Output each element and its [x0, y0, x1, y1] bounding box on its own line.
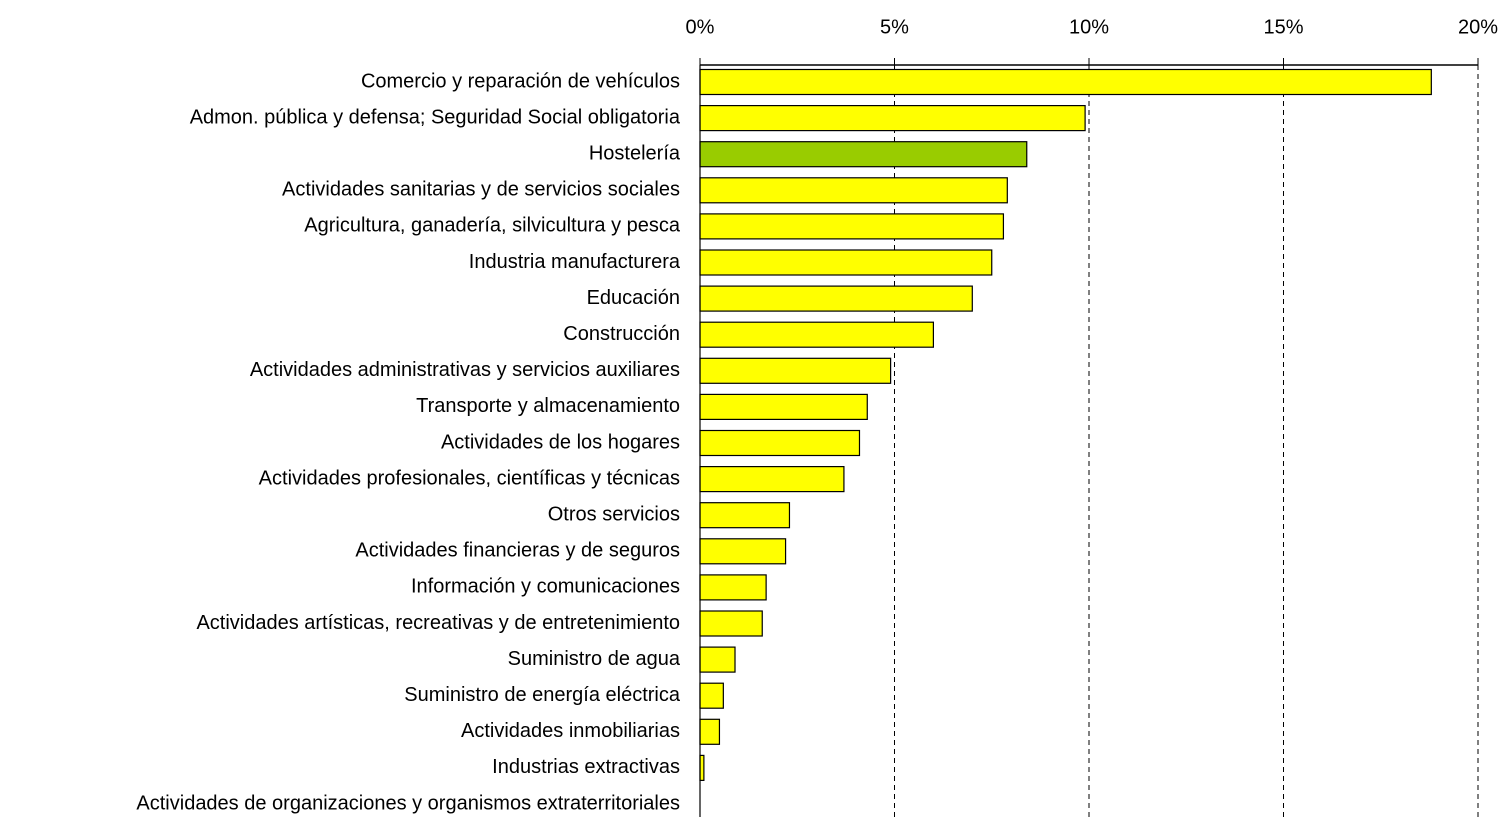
- y-tick-label: Actividades profesionales, científicas y…: [259, 467, 680, 489]
- y-tick-label: Construcción: [563, 323, 680, 345]
- y-tick-label: Actividades artísticas, recreativas y de…: [196, 612, 680, 634]
- y-tick-label: Actividades de organizaciones y organism…: [136, 792, 680, 814]
- bar: [699, 249, 993, 276]
- bar: [699, 393, 868, 420]
- x-tick-label: 0%: [686, 16, 715, 38]
- bar: [699, 502, 791, 529]
- y-tick-label: Actividades de los hogares: [441, 431, 680, 453]
- y-tick-label: Actividades administrativas y servicios …: [250, 359, 680, 381]
- x-tick-label: 15%: [1263, 16, 1303, 38]
- y-tick-label: Transporte y almacenamiento: [416, 395, 680, 417]
- bar: [699, 466, 845, 493]
- y-tick-label: Comercio y reparación de vehículos: [361, 70, 680, 92]
- bar: [699, 718, 721, 745]
- bar: [699, 285, 973, 312]
- bar: [699, 68, 1432, 96]
- y-tick-label: Industria manufacturera: [469, 251, 681, 273]
- bar: [699, 141, 1028, 168]
- bar: [699, 646, 736, 673]
- y-tick-label: Agricultura, ganadería, silvicultura y p…: [304, 215, 681, 237]
- y-tick-label: Industrias extractivas: [492, 756, 680, 778]
- bar: [699, 538, 787, 565]
- bar: [699, 429, 861, 457]
- bar: [699, 682, 724, 709]
- y-tick-label: Admon. pública y defensa; Seguridad Soci…: [190, 106, 681, 128]
- y-tick-label: Suministro de agua: [508, 648, 681, 670]
- bar: [699, 177, 1008, 204]
- y-tick-label: Suministro de energía eléctrica: [404, 684, 681, 706]
- y-tick-label: Información y comunicaciones: [411, 576, 680, 598]
- x-tick-label: 5%: [880, 16, 909, 38]
- y-tick-label: Hostelería: [589, 142, 681, 164]
- y-tick-label: Actividades inmobiliarias: [461, 720, 680, 742]
- x-tick-label: 10%: [1069, 16, 1109, 38]
- x-tick-label: 20%: [1458, 16, 1498, 38]
- y-tick-label: Otros servicios: [548, 503, 680, 525]
- bar: [699, 610, 763, 637]
- y-tick-label: Actividades sanitarias y de servicios so…: [282, 179, 680, 201]
- bar: [699, 213, 1005, 240]
- bar: [699, 321, 934, 348]
- bar: [699, 357, 892, 384]
- y-tick-label: Educación: [587, 287, 680, 309]
- bar: [699, 104, 1086, 132]
- bar: [699, 574, 767, 601]
- y-tick-label: Actividades financieras y de seguros: [355, 540, 680, 562]
